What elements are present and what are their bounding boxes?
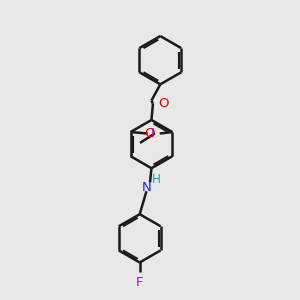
Text: I: I	[151, 127, 155, 140]
Text: H: H	[152, 173, 161, 186]
Text: O: O	[158, 97, 169, 110]
Text: O: O	[144, 127, 155, 140]
Text: F: F	[136, 276, 143, 289]
Text: N: N	[142, 181, 151, 194]
